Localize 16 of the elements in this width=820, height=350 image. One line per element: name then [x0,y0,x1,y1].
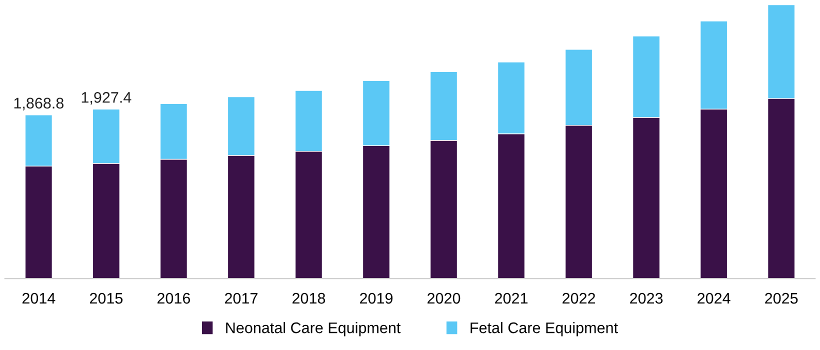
legend-label: Fetal Care Equipment [470,322,618,336]
x-tick-label: 2015 [90,292,123,304]
x-tick-label: 2014 [22,292,56,304]
x-tick-label: 2023 [630,292,663,304]
legend-label: Neonatal Care Equipment [226,322,401,336]
x-tick-label: 2021 [495,292,528,304]
x-tick-label: 2025 [765,292,798,304]
annotation: 1,927.4 [82,92,132,105]
annotation: 1,868.8 [14,98,64,110]
x-tick-label: 2022 [562,292,596,304]
x-tick-label: 2019 [360,292,393,304]
x-tick-label: 2018 [292,292,326,304]
x-tick-label: 2017 [224,292,258,304]
x-tick-label: 2024 [698,292,730,304]
x-tick-label: 2020 [428,292,460,304]
x-tick-label: 2016 [157,292,190,304]
